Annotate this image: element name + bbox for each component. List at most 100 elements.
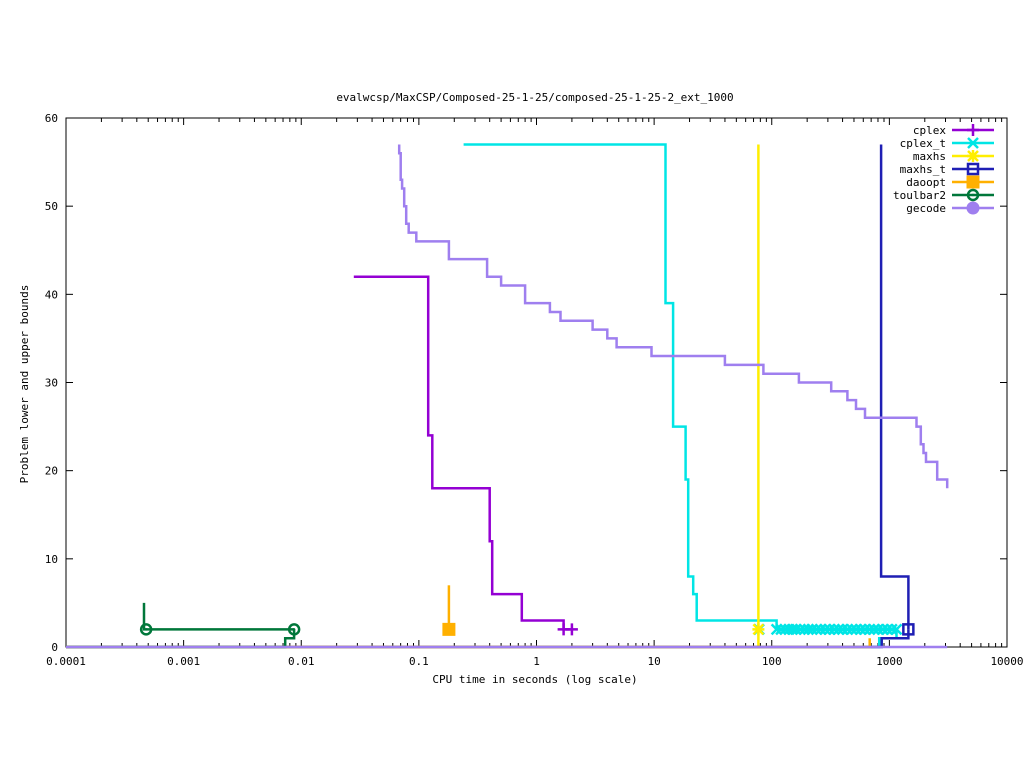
x-tick-label: 1 <box>533 655 540 668</box>
marker-shape <box>902 623 915 636</box>
x-tick-label: 0.01 <box>288 655 315 668</box>
plot-border <box>65 117 1008 648</box>
legend-label-maxhs: maxhs <box>913 150 946 163</box>
marker-stroke <box>789 623 802 636</box>
marker-stroke <box>868 623 880 636</box>
marker-stroke <box>885 623 898 636</box>
legend-label-toulbar2: toulbar2 <box>893 189 946 202</box>
marker-stroke <box>770 623 783 636</box>
series-cplex-marker <box>565 623 578 636</box>
legend-label-maxhs-t: maxhs_t <box>900 163 946 176</box>
y-axis-label: Problem lower and upper bounds <box>18 285 31 484</box>
series-cplex-t-marker <box>876 623 889 636</box>
series-cplex-t-marker <box>854 623 867 636</box>
x-tick-label: 0.1 <box>409 655 429 668</box>
series-cplex-t-marker <box>872 623 884 636</box>
series-cplex-t-marker <box>881 623 894 636</box>
marker-shape <box>287 623 301 636</box>
series-cplex-t-marker <box>868 623 880 636</box>
series-toulbar2-marker <box>287 623 301 636</box>
series-cplex-t-marker <box>885 623 898 636</box>
marker-stroke <box>967 150 979 162</box>
marker-stroke <box>850 623 862 636</box>
series-daoopt-lower-line <box>66 638 871 649</box>
series-cplex-t-marker <box>814 623 827 636</box>
series-cplex-t-marker <box>789 623 802 636</box>
marker-stroke <box>836 623 849 636</box>
series-cplex-t-marker <box>845 623 858 636</box>
x-tick-label: 0.001 <box>167 655 200 668</box>
x-tick-label: 10000 <box>990 655 1023 668</box>
chart-title: evalwcsp/MaxCSP/Composed-25-1-25/compose… <box>336 91 733 104</box>
legend-marker-cplex <box>967 124 979 136</box>
marker-stroke <box>859 623 871 636</box>
marker-shape <box>139 623 153 636</box>
series-maxhs-t-marker <box>902 623 915 636</box>
y-tick-label: 10 <box>45 553 58 566</box>
marker-shape <box>442 622 456 636</box>
legend-marker-maxhs <box>967 150 979 162</box>
series-cplex-t-marker <box>806 623 818 636</box>
series-cplex-t-marker <box>823 623 836 636</box>
x-tick-label: 100 <box>762 655 782 668</box>
legend-marker-maxhs-t <box>966 162 980 176</box>
marker-shape <box>966 188 980 202</box>
y-tick-label: 30 <box>45 377 58 390</box>
y-tick-label: 40 <box>45 288 58 301</box>
marker-stroke <box>841 623 854 636</box>
series-cplex-t-marker <box>850 623 862 636</box>
series-cplex-t-marker <box>819 623 832 636</box>
series-toulbar2-upper-line <box>142 602 295 631</box>
marker-stroke <box>854 623 867 636</box>
marker-stroke <box>819 623 832 636</box>
marker-dot <box>292 628 296 631</box>
marker-stroke <box>845 623 858 636</box>
marker-stroke <box>872 623 884 636</box>
marker-stroke <box>806 623 818 636</box>
y-tick-label: 60 <box>45 112 58 125</box>
marker-stroke <box>881 623 894 636</box>
marker-stroke <box>832 623 845 636</box>
legend-marker-toulbar2 <box>966 188 980 202</box>
legend-label-cplex: cplex <box>913 124 946 137</box>
marker-dot <box>971 193 975 197</box>
series-cplex-t-upper-line <box>463 143 897 631</box>
legend-label-daoopt: daoopt <box>906 176 946 189</box>
legend-label-gecode: gecode <box>906 202 946 215</box>
series-cplex-t-marker <box>836 623 849 636</box>
series-daoopt-marker <box>442 622 456 636</box>
marker-dot <box>144 628 148 631</box>
marker-stroke <box>814 623 827 636</box>
x-axis-label: CPU time in seconds (log scale) <box>432 673 637 686</box>
series-toulbar2-marker <box>139 623 153 636</box>
marker-stroke <box>810 623 823 636</box>
legend-marker-daoopt <box>966 175 980 189</box>
x-tick-label: 0.0001 <box>46 655 86 668</box>
series-cplex-t-marker <box>890 623 903 636</box>
legend-label-cplex-t: cplex_t <box>900 137 946 150</box>
series-cplex-t-marker <box>810 623 823 636</box>
legend-marker-cplex-t <box>967 137 979 149</box>
y-tick-label: 0 <box>51 641 58 654</box>
marker-shape <box>966 201 980 215</box>
x-tick-label: 1000 <box>876 655 903 668</box>
marker-shape <box>966 175 980 189</box>
x-tick-label: 10 <box>648 655 661 668</box>
series-maxhs-marker <box>752 623 765 636</box>
series-cplex-upper-line <box>353 275 572 631</box>
y-tick-label: 50 <box>45 200 58 213</box>
marker-stroke <box>967 137 979 149</box>
y-tick-label: 20 <box>45 465 58 478</box>
marker-shape <box>966 162 980 176</box>
series-cplex-t-marker <box>832 623 845 636</box>
series-gecode-upper-line <box>397 144 949 489</box>
marker-stroke <box>890 623 903 636</box>
series-cplex-t-marker <box>770 623 783 636</box>
series-maxhs-t-upper-line <box>879 144 910 630</box>
marker-stroke <box>876 623 889 636</box>
marker-stroke <box>823 623 836 636</box>
legend: cplexcplex_tmaxhsmaxhs_tdaoopttoulbar2ge… <box>893 124 994 215</box>
marker-stroke <box>752 623 765 636</box>
series-cplex-t-marker <box>859 623 871 636</box>
